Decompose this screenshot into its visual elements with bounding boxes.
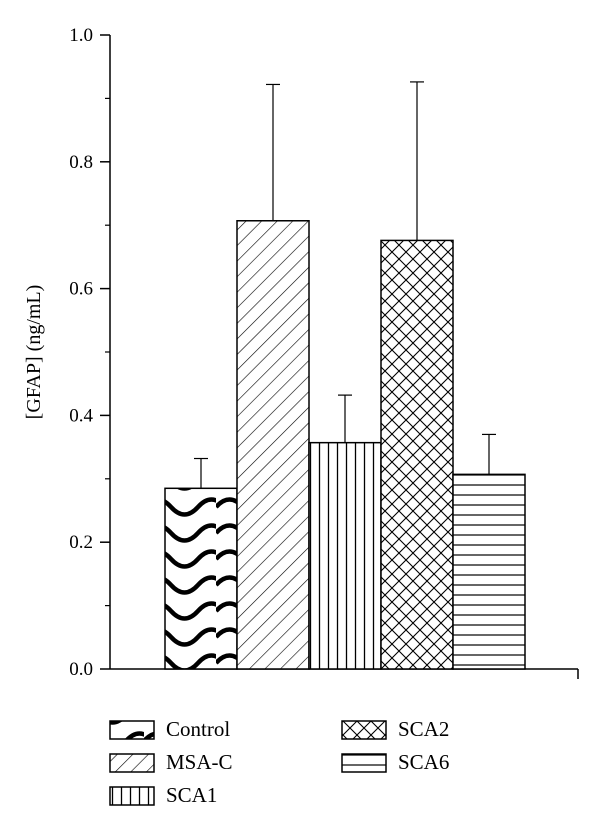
y-tick-label: 0.6 (69, 279, 93, 300)
bar-control (164, 487, 238, 670)
legend-swatch-msa-c (109, 753, 155, 773)
legend-label-control: Control (166, 717, 230, 741)
legend: Control MSA-C SCA1 SCA2 SCA6 (109, 717, 449, 807)
bar-sca6 (452, 473, 526, 670)
legend-label-msa-c: MSA-C (166, 750, 233, 774)
legend-swatch-sca1 (109, 786, 155, 806)
legend-swatch-sca6 (341, 753, 387, 773)
bars (164, 81, 526, 670)
bar-msa-c (236, 220, 310, 670)
legend-label-sca6: SCA6 (398, 750, 449, 774)
y-axis-label: [GFAP] (ng/mL) (23, 285, 45, 420)
y-ticks: 0.0 0.2 0.4 0.6 0.8 1.0 (69, 25, 110, 680)
y-tick-label: 0.0 (69, 659, 93, 680)
legend-swatch-control (109, 720, 155, 740)
y-tick-label: 0.8 (69, 152, 93, 173)
legend-label-sca1: SCA1 (166, 783, 217, 807)
bar-sca2 (380, 239, 454, 670)
legend-swatch-sca2 (341, 720, 387, 740)
y-tick-label: 1.0 (69, 25, 93, 46)
y-tick-label: 0.2 (69, 532, 93, 553)
y-tick-label: 0.4 (69, 405, 93, 426)
legend-label-sca2: SCA2 (398, 717, 449, 741)
bar-sca1 (308, 441, 382, 670)
